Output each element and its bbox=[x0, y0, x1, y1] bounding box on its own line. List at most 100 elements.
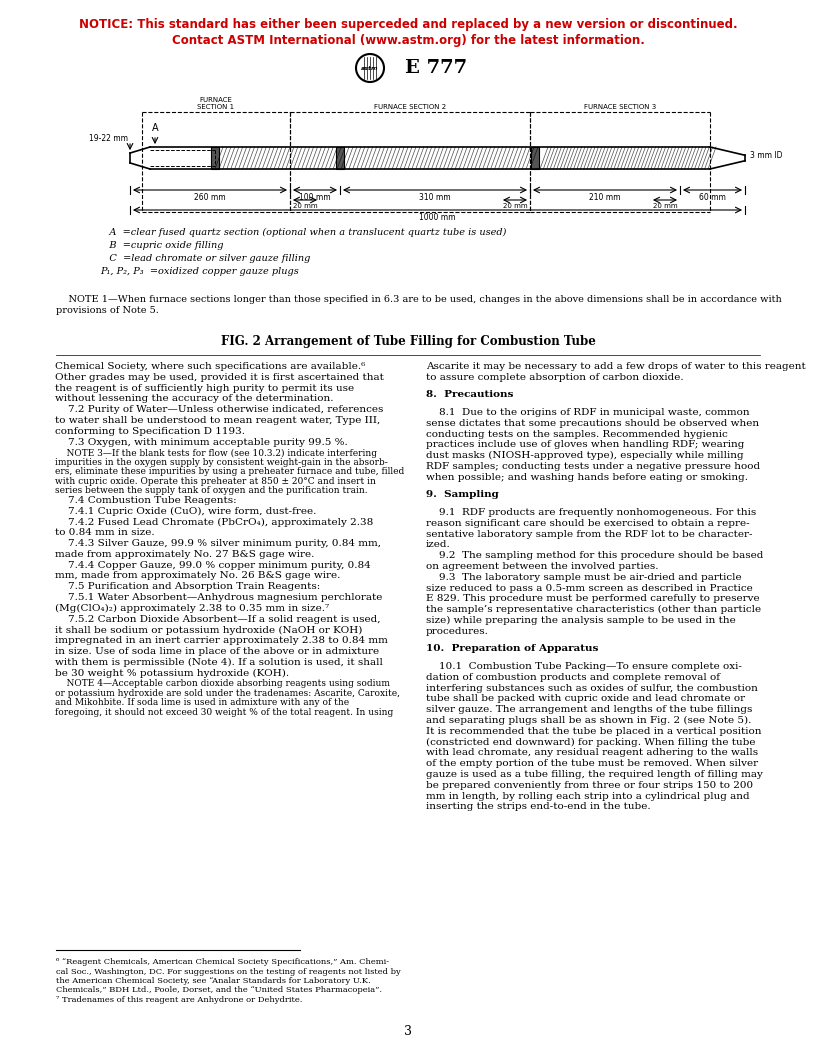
Text: 20 mm: 20 mm bbox=[503, 203, 527, 209]
Text: 9.2  The sampling method for this procedure should be based: 9.2 The sampling method for this procedu… bbox=[426, 551, 763, 561]
Text: size) while preparing the analysis sample to be used in the: size) while preparing the analysis sampl… bbox=[426, 616, 736, 625]
Text: RDF samples; conducting tests under a negative pressure hood: RDF samples; conducting tests under a ne… bbox=[426, 463, 760, 471]
Text: gauze is used as a tube filling, the required length of filling may: gauze is used as a tube filling, the req… bbox=[426, 770, 763, 779]
Text: or potassium hydroxide are sold under the tradenames: Ascarite, Caroxite,: or potassium hydroxide are sold under th… bbox=[55, 689, 401, 698]
Text: reason significant care should be exercised to obtain a repre-: reason significant care should be exerci… bbox=[426, 518, 750, 528]
Text: 210 mm: 210 mm bbox=[589, 193, 621, 202]
Text: conforming to Specification D 1193.: conforming to Specification D 1193. bbox=[55, 427, 246, 436]
Text: made from approximately No. 27 B&S gage wire.: made from approximately No. 27 B&S gage … bbox=[55, 550, 315, 559]
Text: NOTICE: This standard has either been superceded and replaced by a new version o: NOTICE: This standard has either been su… bbox=[78, 18, 738, 31]
Text: ers, eliminate these impurities by using a preheater furnace and tube, filled: ers, eliminate these impurities by using… bbox=[55, 468, 405, 476]
Text: Other grades may be used, provided it is first ascertained that: Other grades may be used, provided it is… bbox=[55, 373, 384, 382]
Text: the American Chemical Society, see “Analar Standards for Laboratory U.K.: the American Chemical Society, see “Anal… bbox=[56, 977, 370, 985]
Text: A  =clear fused quartz section (optional when a translucent quartz tube is used): A =clear fused quartz section (optional … bbox=[100, 228, 507, 238]
Text: conducting tests on the samples. Recommended hygienic: conducting tests on the samples. Recomme… bbox=[426, 430, 728, 438]
Text: tube shall be packed with cupric oxide and lead chromate or: tube shall be packed with cupric oxide a… bbox=[426, 695, 745, 703]
Text: 7.4.1 Cupric Oxide (CuO), wire form, dust-free.: 7.4.1 Cupric Oxide (CuO), wire form, dus… bbox=[55, 507, 317, 515]
Text: without lessening the accuracy of the determination.: without lessening the accuracy of the de… bbox=[55, 394, 334, 403]
Text: 20 mm: 20 mm bbox=[653, 203, 677, 209]
Text: 310 mm: 310 mm bbox=[419, 193, 450, 202]
Text: ⁷ Tradenames of this reagent are Anhydrone or Dehydrite.: ⁷ Tradenames of this reagent are Anhydro… bbox=[56, 996, 303, 1004]
Text: It is recommended that the tube be placed in a vertical position: It is recommended that the tube be place… bbox=[426, 727, 761, 736]
Text: with lead chromate, any residual reagent adhering to the walls: with lead chromate, any residual reagent… bbox=[426, 749, 758, 757]
Text: interfering substances such as oxides of sulfur, the combustion: interfering substances such as oxides of… bbox=[426, 683, 758, 693]
Text: 8.1  Due to the origins of RDF in municipal waste, common: 8.1 Due to the origins of RDF in municip… bbox=[426, 408, 750, 417]
Text: the reagent is of sufficiently high purity to permit its use: the reagent is of sufficiently high puri… bbox=[55, 383, 355, 393]
Text: (constricted end downward) for packing. When filling the tube: (constricted end downward) for packing. … bbox=[426, 738, 756, 747]
Bar bbox=[531, 147, 539, 169]
Text: ⁶ “Reagent Chemicals, American Chemical Society Specifications,” Am. Chemi-: ⁶ “Reagent Chemicals, American Chemical … bbox=[56, 958, 389, 966]
Text: 100 mm: 100 mm bbox=[299, 193, 330, 202]
Text: FURNACE SECTION 2: FURNACE SECTION 2 bbox=[374, 103, 446, 110]
Text: be 30 weight % potassium hydroxide (KOH).: be 30 weight % potassium hydroxide (KOH)… bbox=[55, 668, 290, 678]
Text: 7.5 Purification and Absorption Train Reagents:: 7.5 Purification and Absorption Train Re… bbox=[55, 582, 321, 591]
Text: dation of combustion products and complete removal of: dation of combustion products and comple… bbox=[426, 673, 720, 682]
Text: 7.2 Purity of Water—Unless otherwise indicated, references: 7.2 Purity of Water—Unless otherwise ind… bbox=[55, 406, 384, 414]
Text: inserting the strips end-to-end in the tube.: inserting the strips end-to-end in the t… bbox=[426, 803, 650, 811]
Text: 7.5.1 Water Absorbent—Anhydrous magnesium perchlorate: 7.5.1 Water Absorbent—Anhydrous magnesiu… bbox=[55, 593, 383, 602]
Text: Chemical Society, where such specifications are available.⁶: Chemical Society, where such specificati… bbox=[55, 362, 366, 371]
Text: FURNACE SECTION 3: FURNACE SECTION 3 bbox=[584, 103, 656, 110]
Text: ized.: ized. bbox=[426, 541, 450, 549]
Text: B  =cupric oxide filling: B =cupric oxide filling bbox=[100, 241, 224, 250]
Text: and Mikohbite. If soda lime is used in admixture with any of the: and Mikohbite. If soda lime is used in a… bbox=[55, 698, 349, 708]
Text: NOTE 4—Acceptable carbon dioxide absorbing reagents using sodium: NOTE 4—Acceptable carbon dioxide absorbi… bbox=[55, 679, 391, 689]
Text: FIG. 2 Arrangement of Tube Filling for Combustion Tube: FIG. 2 Arrangement of Tube Filling for C… bbox=[220, 335, 596, 348]
Text: when possible; and washing hands before eating or smoking.: when possible; and washing hands before … bbox=[426, 473, 748, 482]
Text: 7.3 Oxygen, with minimum acceptable purity 99.5 %.: 7.3 Oxygen, with minimum acceptable puri… bbox=[55, 437, 348, 447]
Text: 7.4.3 Silver Gauze, 99.9 % silver minimum purity, 0.84 mm,: 7.4.3 Silver Gauze, 99.9 % silver minimu… bbox=[55, 540, 382, 548]
Text: on agreement between the involved parties.: on agreement between the involved partie… bbox=[426, 562, 659, 571]
Text: the sample’s representative characteristics (other than particle: the sample’s representative characterist… bbox=[426, 605, 761, 615]
Text: series between the supply tank of oxygen and the purification train.: series between the supply tank of oxygen… bbox=[55, 487, 368, 495]
Text: silver gauze. The arrangement and lengths of the tube fillings: silver gauze. The arrangement and length… bbox=[426, 705, 752, 714]
Text: 9.3  The laboratory sample must be air-dried and particle: 9.3 The laboratory sample must be air-dr… bbox=[426, 572, 742, 582]
Text: Contact ASTM International (www.astm.org) for the latest information.: Contact ASTM International (www.astm.org… bbox=[171, 34, 645, 48]
Text: 8.  Precautions: 8. Precautions bbox=[426, 390, 513, 398]
Text: with cupric oxide. Operate this preheater at 850 ± 20°C and insert in: with cupric oxide. Operate this preheate… bbox=[55, 477, 376, 486]
Text: Chemicals,” BDH Ltd., Poole, Dorset, and the “United States Pharmacopeia”.: Chemicals,” BDH Ltd., Poole, Dorset, and… bbox=[56, 986, 382, 995]
Text: and separating plugs shall be as shown in Fig. 2 (see Note 5).: and separating plugs shall be as shown i… bbox=[426, 716, 752, 725]
Text: of the empty portion of the tube must be removed. When silver: of the empty portion of the tube must be… bbox=[426, 759, 758, 769]
Text: to water shall be understood to mean reagent water, Type III,: to water shall be understood to mean rea… bbox=[55, 416, 381, 425]
Text: 3 mm ID: 3 mm ID bbox=[750, 151, 783, 159]
Text: sense dictates that some precautions should be observed when: sense dictates that some precautions sho… bbox=[426, 419, 759, 428]
Bar bbox=[211, 147, 219, 169]
Text: it shall be sodium or potassium hydroxide (NaOH or KOH): it shall be sodium or potassium hydroxid… bbox=[55, 625, 363, 635]
Text: Ascarite it may be necessary to add a few drops of water to this reagent: Ascarite it may be necessary to add a fe… bbox=[426, 362, 805, 371]
Text: in size. Use of soda lime in place of the above or in admixture: in size. Use of soda lime in place of th… bbox=[55, 647, 379, 656]
Text: astm: astm bbox=[361, 65, 379, 71]
Text: P₁, P₂, P₃  =oxidized copper gauze plugs: P₁, P₂, P₃ =oxidized copper gauze plugs bbox=[100, 267, 299, 276]
Text: C  =lead chromate or silver gauze filling: C =lead chromate or silver gauze filling bbox=[100, 254, 310, 263]
Text: NOTE 1—When furnace sections longer than those specified in 6.3 are to be used, : NOTE 1—When furnace sections longer than… bbox=[56, 295, 782, 315]
Text: to assure complete absorption of carbon dioxide.: to assure complete absorption of carbon … bbox=[426, 373, 684, 382]
Text: 9.  Sampling: 9. Sampling bbox=[426, 490, 499, 498]
Text: 9.1  RDF products are frequently nonhomogeneous. For this: 9.1 RDF products are frequently nonhomog… bbox=[426, 508, 756, 517]
Text: A: A bbox=[152, 122, 158, 133]
Text: 19-22 mm: 19-22 mm bbox=[89, 134, 128, 143]
Text: 10.1  Combustion Tube Packing—To ensure complete oxi-: 10.1 Combustion Tube Packing—To ensure c… bbox=[426, 662, 742, 671]
Text: sentative laboratory sample from the RDF lot to be character-: sentative laboratory sample from the RDF… bbox=[426, 530, 752, 539]
Text: mm, made from approximately No. 26 B&S gage wire.: mm, made from approximately No. 26 B&S g… bbox=[55, 571, 341, 581]
Text: impregnated in an inert carrier approximately 2.38 to 0.84 mm: impregnated in an inert carrier approxim… bbox=[55, 637, 388, 645]
Text: 7.4.2 Fused Lead Chromate (PbCrO₄), approximately 2.38: 7.4.2 Fused Lead Chromate (PbCrO₄), appr… bbox=[55, 517, 374, 527]
Bar bbox=[336, 147, 344, 169]
Text: (Mg(ClO₄)₂) approximately 2.38 to 0.35 mm in size.⁷: (Mg(ClO₄)₂) approximately 2.38 to 0.35 m… bbox=[55, 604, 330, 614]
Text: dust masks (NIOSH-approved type), especially while milling: dust masks (NIOSH-approved type), especi… bbox=[426, 451, 743, 460]
Text: impurities in the oxygen supply by consistent weight-gain in the absorb-: impurities in the oxygen supply by consi… bbox=[55, 458, 388, 467]
Text: cal Soc., Washington, DC. For suggestions on the testing of reagents not listed : cal Soc., Washington, DC. For suggestion… bbox=[56, 967, 401, 976]
Text: with them is permissible (Note 4). If a solution is used, it shall: with them is permissible (Note 4). If a … bbox=[55, 658, 384, 667]
Text: to 0.84 mm in size.: to 0.84 mm in size. bbox=[55, 528, 155, 538]
Text: 1000 mm: 1000 mm bbox=[419, 213, 456, 222]
Text: 7.4.4 Copper Gauze, 99.0 % copper minimum purity, 0.84: 7.4.4 Copper Gauze, 99.0 % copper minimu… bbox=[55, 561, 371, 569]
Text: 60 mm: 60 mm bbox=[699, 193, 726, 202]
Text: practices include use of gloves when handling RDF; wearing: practices include use of gloves when han… bbox=[426, 440, 744, 450]
Text: 7.5.2 Carbon Dioxide Absorbent—If a solid reagent is used,: 7.5.2 Carbon Dioxide Absorbent—If a soli… bbox=[55, 615, 381, 624]
Text: E 829. This procedure must be performed carefully to preserve: E 829. This procedure must be performed … bbox=[426, 595, 760, 603]
Text: 260 mm: 260 mm bbox=[194, 193, 226, 202]
Text: procedures.: procedures. bbox=[426, 627, 489, 636]
Text: size reduced to pass a 0.5-mm screen as described in Practice: size reduced to pass a 0.5-mm screen as … bbox=[426, 584, 752, 592]
Text: 7.4 Combustion Tube Reagents:: 7.4 Combustion Tube Reagents: bbox=[55, 496, 237, 505]
Text: FURNACE
SECTION 1: FURNACE SECTION 1 bbox=[197, 97, 234, 110]
Text: be prepared conveniently from three or four strips 150 to 200: be prepared conveniently from three or f… bbox=[426, 780, 753, 790]
Text: 10.  Preparation of Apparatus: 10. Preparation of Apparatus bbox=[426, 644, 598, 653]
